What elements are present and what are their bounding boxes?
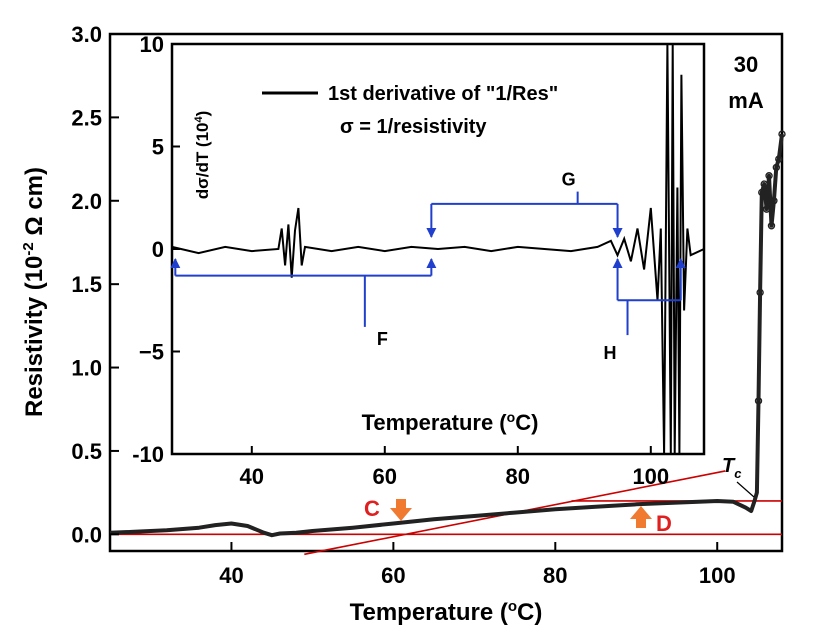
bracket-g-label: G	[562, 170, 576, 190]
main-y-tick-label-0: 0.0	[71, 522, 102, 547]
main-x-tick-label-0: 40	[219, 563, 243, 588]
marker-c-arrow-icon	[390, 499, 412, 521]
main-y-tick-label-3: 1.5	[71, 272, 102, 297]
main-series-point-33	[767, 222, 776, 230]
inset-x-tick-label-3: 100	[632, 464, 669, 489]
inset-x-tick-label-0: 40	[240, 464, 264, 489]
main-series-point-32	[765, 172, 773, 180]
current-label-line1: 30	[734, 52, 758, 77]
main-y-tick-label-5: 2.5	[71, 105, 102, 130]
inset-y-ticks: -10 −5 0 5 10	[132, 32, 180, 467]
marker-d-arrow-icon	[630, 506, 652, 528]
main-x-tick-label-3: 100	[699, 563, 736, 588]
bracket-h: H	[604, 258, 686, 363]
inset-y-tick-label-1: −5	[139, 340, 164, 365]
main-series	[109, 130, 786, 538]
bracket-f: F	[170, 258, 437, 349]
legend-note: σ = 1/resistivity	[340, 116, 487, 138]
main-series-point-28	[756, 288, 764, 297]
current-label-line2: mA	[728, 88, 764, 113]
main-series-point-36	[775, 155, 783, 163]
inset-series-line-0	[171, 43, 705, 455]
main-y-axis-label: Resistivity (10-2 Ω cm)	[20, 167, 48, 417]
inset-series	[171, 43, 705, 455]
inset-x-axis-label: Temperature (oC)	[362, 409, 539, 435]
main-series-line-0	[109, 133, 784, 538]
main-series-point-37	[778, 130, 786, 138]
inset-brackets: F G H	[170, 170, 686, 363]
main-x-axis-label: Temperature (oC)	[350, 598, 543, 626]
bracket-g: G	[426, 170, 623, 238]
main-y-tick-label-4: 2.0	[71, 189, 102, 214]
inset-y-tick-label-2: 0	[152, 237, 164, 262]
main-series-point-30	[760, 180, 768, 188]
bracket-h-label: H	[604, 343, 617, 363]
inset-x-tick-label-2: 80	[506, 464, 530, 489]
main-series-point-35	[772, 163, 781, 172]
marker-c-label: C	[364, 496, 380, 521]
inset-y-tick-label-3: 5	[152, 135, 164, 160]
main-x-tick-label-1: 60	[381, 563, 405, 588]
inset-y-tick-label-0: -10	[132, 442, 164, 467]
legend-label: 1st derivative of "1/Res"	[328, 83, 558, 105]
main-fit-lines	[110, 470, 782, 556]
main-y-tick-label-1: 0.5	[71, 439, 102, 464]
main-series-point-34	[770, 197, 778, 205]
main-plot-frame	[108, 32, 784, 553]
bracket-f-label: F	[377, 329, 388, 349]
inset-plot: F G H 40 60 80 100 -10 −5 0 5 10 Temperature (oC)…	[132, 32, 706, 489]
main-series-point-27	[754, 397, 763, 405]
inset-y-axis-label: dσ/dT (104)	[193, 111, 212, 200]
marker-d-label: D	[656, 511, 672, 536]
main-x-ticks: 40 60 80 100	[219, 542, 736, 588]
inset-y-tick-label-4: 10	[140, 32, 164, 57]
main-series-point-29	[758, 188, 766, 197]
main-y-tick-label-6: 3.0	[71, 22, 102, 47]
tc-pointer-line	[736, 481, 755, 498]
main-x-tick-label-2: 80	[543, 563, 567, 588]
main-plot: 40 60 80 100 0.00.51.01.52.02.53.0 Temperat…	[20, 22, 786, 626]
main-y-tick-label-2: 1.0	[71, 356, 102, 381]
tc-label: Tc	[722, 455, 742, 481]
main-y-ticks: 0.0 0.5 1.0 1.5 2.0 2.5 3.0	[71, 22, 119, 547]
main-series-point-31	[762, 205, 771, 213]
inset-x-ticks: 40 60 80 100	[240, 446, 669, 489]
inset-x-tick-label-1: 60	[373, 464, 397, 489]
